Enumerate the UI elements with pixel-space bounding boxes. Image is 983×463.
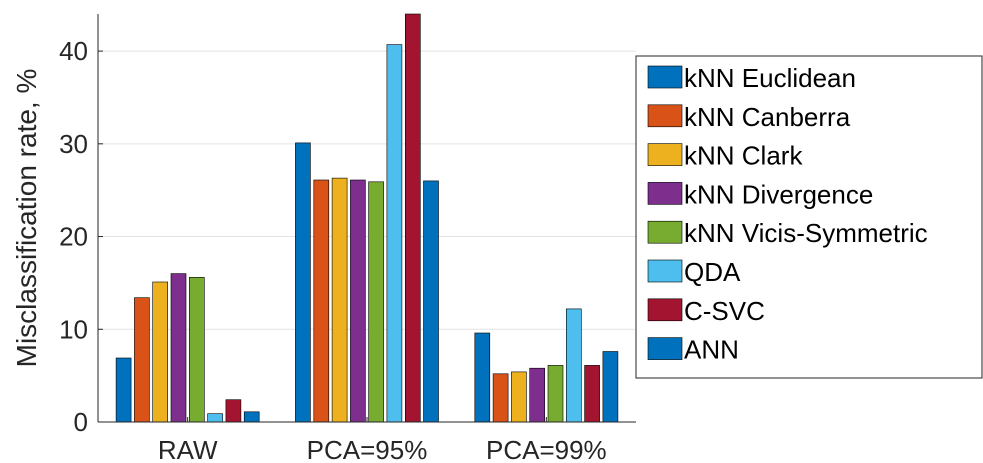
grid-lines: [98, 50, 636, 330]
y-tick-label: 10: [59, 314, 88, 344]
legend-swatch: [647, 220, 683, 244]
bar: [474, 332, 491, 423]
legend-swatch: [647, 104, 683, 128]
bar: [313, 179, 330, 423]
legend-label: kNN Divergence: [684, 179, 873, 209]
bar: [350, 179, 366, 423]
bar: [386, 44, 403, 423]
bar: [295, 142, 311, 423]
legend-label: kNN Vicis-Symmetric: [684, 218, 928, 248]
bar: [152, 281, 168, 423]
bar: [134, 297, 150, 423]
bar: [565, 308, 582, 423]
bar: [547, 365, 564, 423]
x-tick-label: PCA=99%: [486, 435, 607, 463]
legend-label: kNN Clark: [684, 141, 803, 171]
legend-swatch: [647, 337, 683, 360]
bar: [170, 273, 187, 423]
bar: [492, 373, 509, 423]
y-tick-label: 0: [74, 407, 88, 437]
legend-label: QDA: [684, 257, 741, 287]
legend-label: kNN Canberra: [684, 102, 851, 132]
legend-swatch: [647, 143, 683, 166]
bar: [189, 276, 205, 423]
legend-swatch: [647, 298, 683, 322]
tick-labels: 0 10 20 30 40 RAW PCA=95% PCA=99%: [59, 36, 607, 463]
legend-box: [635, 55, 983, 379]
x-tick-label: RAW: [158, 435, 218, 463]
legend-label: C-SVC: [684, 296, 765, 326]
bars: [115, 13, 619, 423]
bar: [404, 13, 421, 423]
legend-swatch: [647, 182, 683, 205]
bar: [529, 367, 546, 423]
bar: [584, 365, 600, 423]
y-tick-label: 30: [59, 129, 88, 159]
bar: [331, 177, 348, 423]
bar: [511, 371, 527, 423]
bar: [368, 181, 384, 423]
y-axis-title: Misclassification rate, %: [11, 69, 42, 368]
y-tick-label: 40: [59, 36, 88, 66]
legend-swatch: [647, 259, 683, 283]
legend-swatch: [647, 65, 683, 89]
y-tick-label: 20: [59, 222, 88, 252]
bar: [207, 413, 223, 423]
bar: [602, 351, 619, 423]
x-tick-label: PCA=95%: [307, 435, 428, 463]
bar: [423, 180, 439, 423]
legend-label: ANN: [684, 335, 739, 365]
legend: kNN Euclidean kNN Canberra kNN Clark kNN Di…: [635, 55, 983, 379]
bar: [243, 411, 260, 423]
bar: [115, 357, 132, 423]
bar: [225, 399, 242, 423]
legend-label: kNN Euclidean: [684, 63, 856, 93]
